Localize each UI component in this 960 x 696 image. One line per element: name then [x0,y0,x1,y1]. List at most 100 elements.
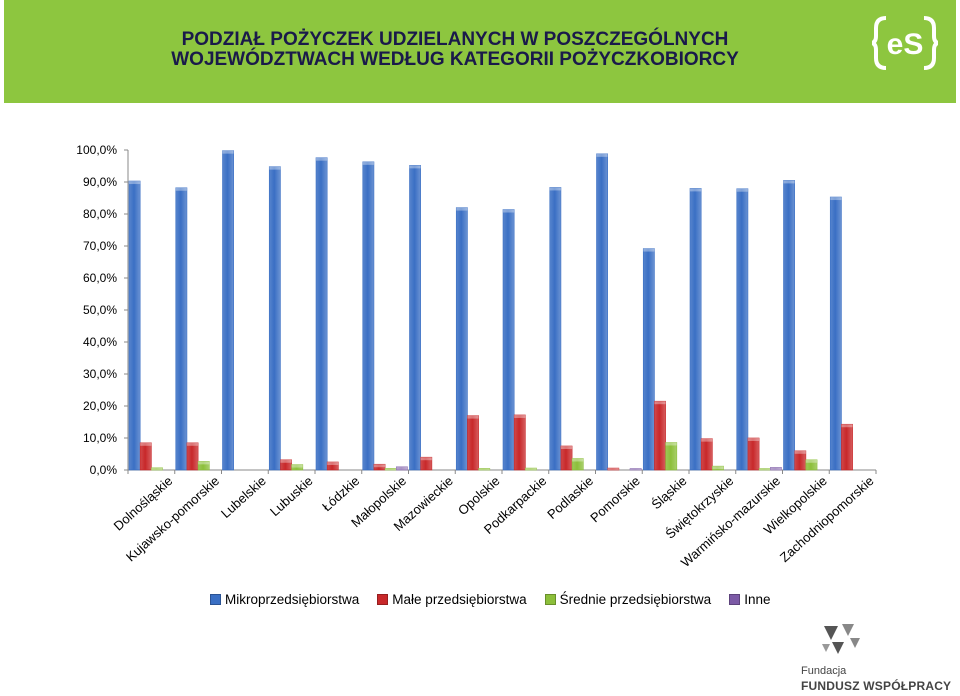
x-tick-label: Lubuskie [267,473,316,519]
legend-item: Małe przedsiębiorstwa [377,592,527,607]
bar [783,180,795,471]
bar-highlight [841,424,853,428]
bar [560,445,573,471]
bar [409,165,421,471]
legend-item: Inne [729,592,770,607]
bar-highlight [420,457,432,461]
bar-highlight [222,150,234,154]
bar [654,400,666,471]
bar [455,207,468,471]
bar-highlight [770,467,782,470]
bar-chart: 0,0% 10,0% 20,0% 30,0% 40,0% 50,0% 60,0% 70,0% 8… [76,143,876,570]
bar [689,188,702,471]
bar-highlight [783,180,795,184]
bar-highlight [129,181,141,185]
bar-highlight [759,468,771,470]
bar-highlight [396,466,408,470]
bar-highlight [198,461,210,465]
legend-label: Inne [744,592,771,607]
bar-highlight [456,207,468,211]
bar [513,414,526,471]
legend-label: Małe przedsiębiorstwa [392,592,527,607]
bar-highlight [514,414,526,418]
logo-text: eS [887,28,924,61]
x-tick-label: Łódzkie [319,473,362,514]
x-tick-label: Śląskie [648,473,689,512]
y-tick-label: 10,0% [83,431,117,445]
bar-highlight [478,468,490,470]
bar [805,459,818,471]
title-banner [4,0,956,103]
title-line-1: PODZIAŁ POŻYCZEK UDZIELANYCH W POSZCZEGÓ… [181,29,729,50]
title-line-2: WOJEWÓDZTWACH WEDŁUG KATEGORII POŻYCZKOB… [171,49,739,70]
legend-label: Mikroprzedsiębiorstwa [225,592,360,607]
bar-highlight [291,464,303,468]
bar-highlight [373,464,386,468]
bar-highlight [572,458,584,462]
bar [747,437,760,471]
bar-highlight [830,197,842,201]
y-tick-label: 30,0% [83,367,117,381]
bar [373,463,386,471]
bar [467,415,479,471]
bar-highlight [269,166,281,170]
bar [712,465,724,471]
y-tick-label: 0,0% [90,463,118,477]
footer-line-1: Fundacja [801,665,847,677]
bar [151,467,163,471]
bar [525,467,537,471]
y-tick-label: 100,0% [76,143,117,157]
bar [665,442,678,471]
bar [700,438,713,471]
bar-highlight [643,248,655,252]
y-tick-label: 60,0% [83,271,117,285]
bar-highlight [747,438,760,441]
bar-highlight [186,442,199,446]
bar [315,157,328,471]
bar-highlight [503,209,515,213]
legend-swatch [210,594,221,605]
bar [736,188,749,471]
bar [186,442,199,471]
y-tick-label: 40,0% [83,335,117,349]
bar-highlight [805,459,818,463]
bar-highlight [701,438,713,442]
bar [841,423,853,471]
bar [596,153,608,471]
bar [139,442,152,471]
y-tick-label: 90,0% [83,175,117,189]
bar [502,209,515,471]
bar [396,466,408,471]
bar-highlight [140,442,152,446]
bar-highlight [665,442,677,446]
bar-highlight [596,153,608,157]
bar-highlight [794,450,806,454]
bar-highlight [712,466,724,470]
bar [629,468,642,471]
bar [478,468,491,471]
legend-swatch [544,594,556,605]
bar [291,464,304,471]
bar-highlight [560,446,573,449]
es-logo: eS [872,16,938,70]
bar-highlight [690,188,702,192]
bar-highlight [409,165,421,169]
bar-highlight [327,462,339,465]
bar [362,161,375,471]
y-tick-label: 50,0% [83,303,117,317]
legend-swatch [377,594,389,605]
chart-legend: Mikroprzedsiębiorstwa Małe przedsiębiorst… [210,592,788,607]
bar [549,187,562,471]
bar-highlight [630,468,642,470]
bar-highlight [151,467,163,470]
bar [571,458,584,471]
y-tick-label: 20,0% [83,399,117,413]
legend-swatch [729,594,741,605]
fundusz-wspolpracy-logo [822,624,860,654]
bar-highlight [280,459,292,463]
bar-highlight [175,187,187,191]
bar [175,187,188,471]
y-tick-label: 70,0% [83,239,117,253]
bar [642,248,655,471]
bar [222,150,234,471]
